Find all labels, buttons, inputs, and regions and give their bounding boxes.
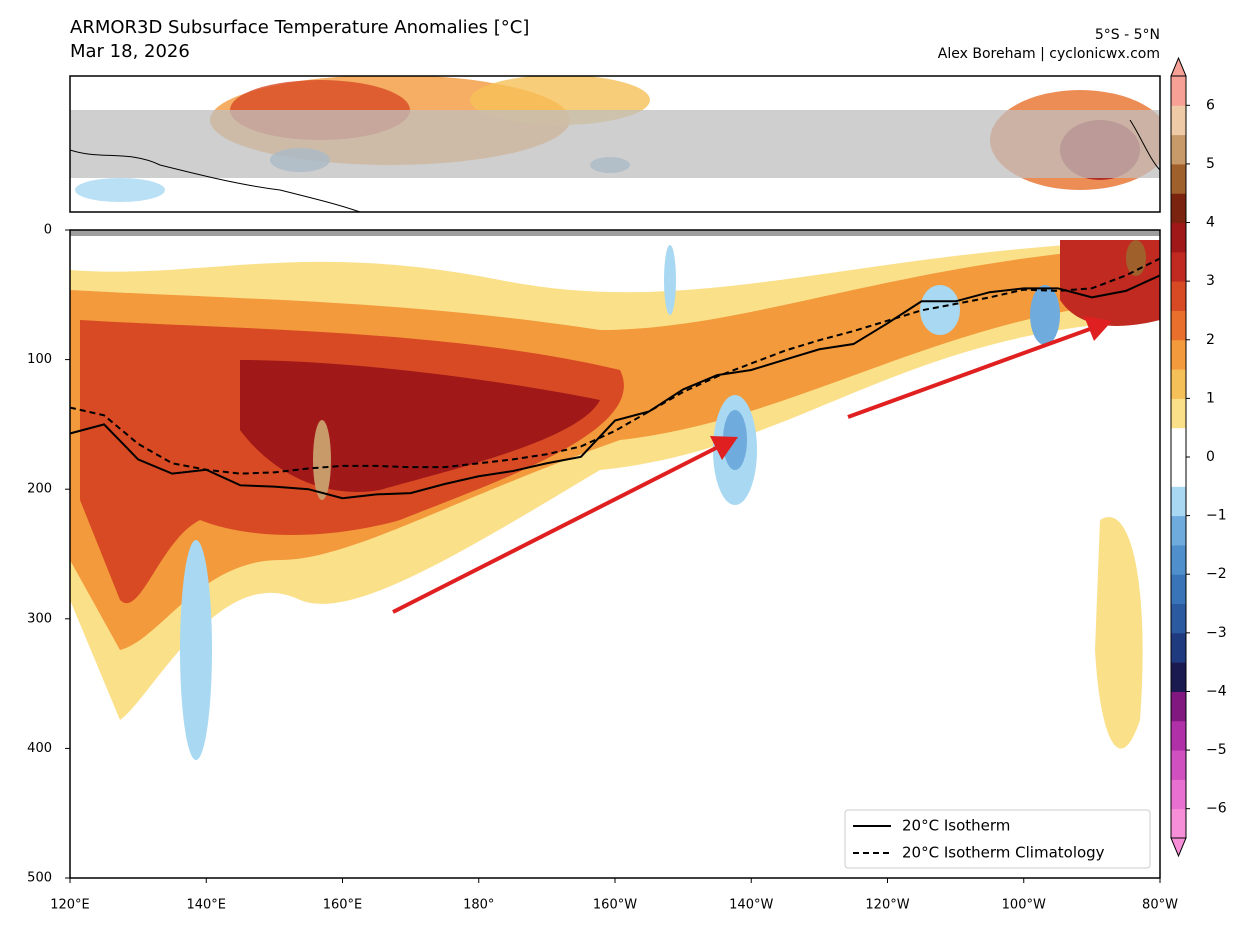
- chart-subtitle: Mar 18, 2026: [70, 41, 190, 62]
- colorbar-extend-bottom: [1170, 837, 1187, 858]
- colorbar-tick-label: 4: [1206, 215, 1215, 231]
- x-tick-label: 100°W: [1002, 898, 1046, 913]
- colorbar-tick-label: −4: [1206, 683, 1227, 699]
- legend-label: 20°C Isotherm Climatology: [902, 844, 1105, 862]
- x-tick-label: 160°E: [323, 898, 363, 913]
- x-tick-label: 120°E: [50, 898, 90, 913]
- colorbar-tick-label: 6: [1206, 97, 1215, 113]
- colorbar-extend-top: [1170, 56, 1187, 77]
- colorbar-segment: [1171, 76, 1186, 106]
- colorbar-tick-label: −5: [1206, 742, 1227, 758]
- x-tick-label: 80°W: [1142, 898, 1178, 913]
- x-tick-label: 120°W: [865, 898, 909, 913]
- y-tick-label: 300: [27, 611, 52, 626]
- colorbar-tick-label: −6: [1206, 801, 1227, 817]
- colorbar-segment: [1171, 222, 1186, 253]
- legend-box: [844, 809, 1151, 869]
- colorbar-segment: [1171, 779, 1186, 810]
- annotation-arrows: [392, 316, 1112, 614]
- colorbar-segment: [1171, 369, 1186, 399]
- colorbar-segment: [1171, 486, 1186, 517]
- anomaly-field: [70, 230, 1160, 878]
- colorbar-segment: [1171, 339, 1186, 370]
- colorbar-segment: [1171, 691, 1186, 722]
- colorbar-segment: [1171, 105, 1186, 136]
- chart-title: ARMOR3D Subsurface Temperature Anomalies…: [70, 17, 529, 38]
- colorbar-tick-label: −3: [1206, 625, 1227, 641]
- colorbar-segment: [1171, 310, 1186, 341]
- y-tick-label: 400: [27, 741, 52, 756]
- colorbar-tick-label: 5: [1206, 156, 1215, 172]
- colorbar-segment: [1171, 720, 1186, 751]
- colorbar-segment: [1171, 163, 1186, 194]
- x-tick-label: 180°: [463, 898, 494, 913]
- colorbar-tick-label: 3: [1206, 273, 1215, 289]
- colorbar-tick-label: −1: [1206, 508, 1227, 524]
- colorbar-segment: [1171, 281, 1186, 311]
- colorbar-segment: [1171, 427, 1186, 458]
- colorbar-segment: [1171, 662, 1186, 692]
- x-tick-label: 160°W: [593, 898, 637, 913]
- colorbar-segment: [1171, 603, 1186, 634]
- colorbar-tick-label: 1: [1206, 390, 1215, 406]
- colorbar-segment: [1171, 544, 1186, 575]
- y-tick-label: 0: [44, 223, 52, 238]
- x-tick-label: 140°E: [186, 898, 226, 913]
- colorbar-segment: [1171, 251, 1186, 282]
- colorbar-tick-label: −2: [1206, 566, 1227, 582]
- credit: Alex Boreham | cyclonicwx.com: [938, 46, 1160, 62]
- colorbar-segment: [1171, 515, 1186, 546]
- y-tick-label: 100: [27, 352, 52, 367]
- colorbar-tick-label: 0: [1206, 449, 1215, 465]
- region-label: 5°S - 5°N: [1095, 27, 1160, 43]
- colorbar-tick-label: 2: [1206, 332, 1215, 348]
- colorbar-segment: [1171, 134, 1186, 165]
- colorbar-segment: [1171, 632, 1186, 663]
- y-tick-label: 200: [27, 482, 52, 497]
- colorbar-segment: [1171, 750, 1186, 780]
- y-tick-label: 500: [27, 871, 52, 886]
- colorbar-segment: [1171, 808, 1186, 839]
- legend-label: 20°C Isotherm: [902, 817, 1010, 835]
- isotherm-line: [70, 274, 1160, 500]
- colorbar-segment: [1171, 193, 1186, 224]
- colorbar-segment: [1171, 398, 1186, 429]
- x-tick-label: 140°W: [729, 898, 773, 913]
- inset-frame: [69, 75, 1161, 213]
- inset-map: [70, 76, 1160, 212]
- colorbar-segment: [1171, 457, 1186, 487]
- colorbar-segment: [1171, 574, 1186, 605]
